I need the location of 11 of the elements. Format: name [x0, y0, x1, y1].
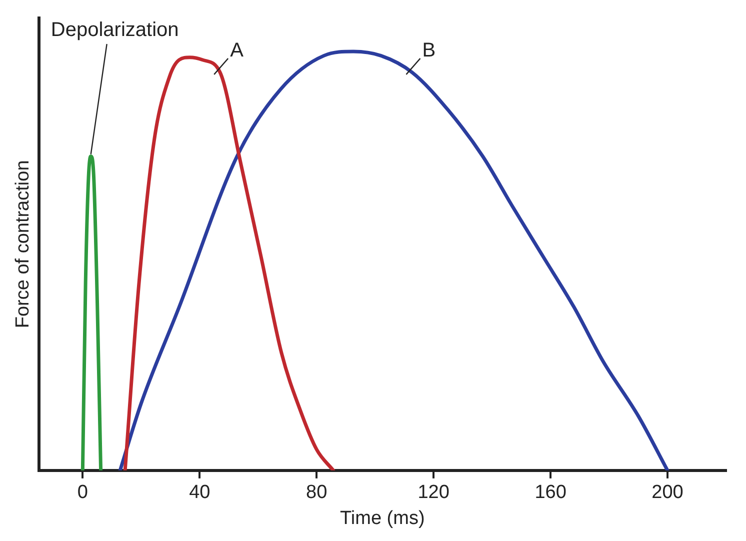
x-axis-title: Time (ms) — [340, 508, 425, 529]
x-tick-label: 200 — [652, 482, 684, 504]
x-tick-label: 0 — [77, 482, 88, 504]
x-tick-label: 80 — [306, 482, 328, 504]
x-tick-label: 40 — [189, 482, 210, 504]
text: Depolarization — [50, 19, 179, 41]
x-tick-label: 120 — [418, 482, 450, 504]
series-label: B — [422, 39, 436, 62]
y-axis-title: Force of contraction — [12, 160, 34, 328]
series-label: A — [230, 39, 244, 62]
x-tick-label: 160 — [534, 482, 566, 504]
